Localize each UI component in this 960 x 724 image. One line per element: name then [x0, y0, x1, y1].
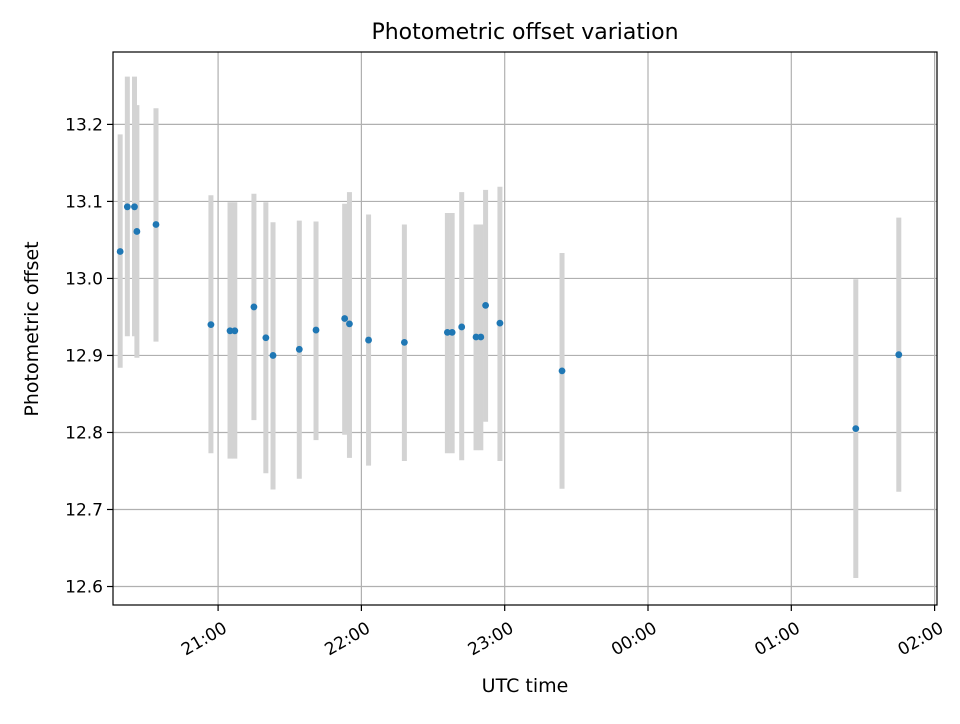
data-point [269, 352, 277, 359]
data-point [448, 328, 456, 336]
data-point [116, 248, 124, 255]
data-point [472, 333, 480, 341]
data-point [250, 303, 258, 311]
data-point [458, 323, 466, 331]
data-point [152, 221, 160, 228]
data-point [295, 345, 303, 353]
data-point [496, 319, 504, 327]
y-tick-label: 12.7 [65, 500, 103, 520]
data-point [231, 327, 239, 335]
x-axis-label: UTC time [482, 675, 569, 697]
data-point [400, 338, 408, 346]
data-point [365, 336, 372, 344]
y-tick-label: 13.2 [65, 115, 103, 135]
data-point [123, 203, 131, 211]
y-tick-label: 12.8 [65, 423, 103, 443]
plot-frame [112, 51, 938, 606]
data-point [131, 203, 138, 211]
data-point [207, 321, 215, 329]
data-point [558, 367, 566, 375]
data-point [262, 334, 270, 342]
data-point [346, 320, 353, 328]
y-tick-label: 13.0 [65, 269, 103, 289]
data-point [312, 326, 320, 334]
axis-ticks: 21:00 22:00 23:00 00:00 01:00 02:0012.612.712… [65, 115, 947, 660]
data-point [226, 327, 234, 335]
data-point [443, 328, 451, 336]
grid-lines [113, 52, 937, 605]
data-points [116, 203, 903, 433]
data-point [477, 333, 485, 341]
y-axis-label: Photometric offset [21, 241, 43, 416]
y-tick-label: 13.1 [65, 192, 103, 212]
data-point [482, 301, 489, 309]
data-point [895, 351, 903, 359]
chart-title: Photometric offset variation [371, 20, 678, 45]
y-tick-label: 12.6 [65, 578, 103, 598]
data-point [133, 228, 141, 235]
data-point [852, 425, 860, 433]
y-tick-label: 12.9 [65, 346, 103, 366]
data-point [341, 315, 349, 322]
